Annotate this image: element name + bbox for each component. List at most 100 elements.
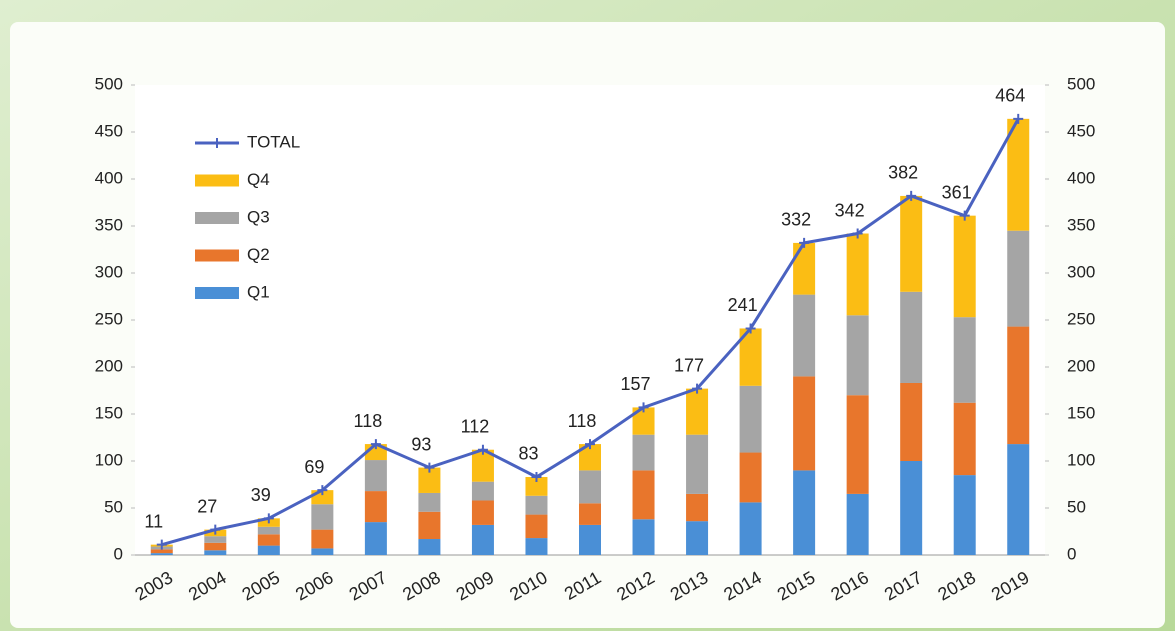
bar-segment <box>739 502 762 555</box>
legend-label: TOTAL <box>247 132 300 151</box>
line-marker <box>531 471 542 482</box>
legend-marker <box>212 138 222 148</box>
line-marker <box>477 444 488 455</box>
bar-segment <box>686 434 709 494</box>
y-tick-label: 400 <box>95 168 123 187</box>
bar-segment <box>900 382 923 461</box>
data-label: 157 <box>621 374 651 394</box>
bar-segment <box>846 395 869 494</box>
bar-segment <box>150 553 173 555</box>
bar-segment <box>579 503 601 525</box>
bar-segment <box>900 195 923 292</box>
bar-segment <box>311 548 334 555</box>
line-marker <box>692 383 703 394</box>
bar-segment <box>793 294 816 377</box>
bar-segment <box>418 492 441 512</box>
bar-segment <box>632 519 655 555</box>
bar-segment <box>204 550 227 555</box>
y2-tick-label: 400 <box>1067 168 1095 187</box>
line-marker <box>745 323 756 334</box>
bar-segment <box>793 470 816 555</box>
legend-swatch <box>195 174 239 187</box>
bar-segment <box>1007 326 1030 445</box>
y2-tick-label: 300 <box>1067 262 1095 281</box>
bar-segment <box>471 500 494 525</box>
bar-segment <box>686 388 709 435</box>
bar-segment <box>525 538 548 555</box>
bar-segment <box>739 385 762 453</box>
bar-segment <box>418 539 441 555</box>
bar-segment <box>900 461 923 555</box>
line-marker <box>156 539 167 550</box>
bar-segment <box>418 467 441 493</box>
y-tick-label: 150 <box>95 403 123 422</box>
line-marker <box>906 190 917 201</box>
bar-segment <box>471 449 494 482</box>
bar-segment <box>739 328 762 386</box>
bar-segment <box>846 233 869 316</box>
bar-segment <box>364 491 387 523</box>
bar-segment <box>900 291 923 383</box>
data-label: 69 <box>304 457 324 477</box>
y-tick-label: 250 <box>95 309 123 328</box>
bar-segment <box>953 215 976 318</box>
bar-segment <box>150 549 173 554</box>
y2-tick-label: 450 <box>1067 121 1095 140</box>
line-marker <box>424 462 435 473</box>
legend-swatch <box>195 287 239 299</box>
bar-segment <box>418 511 441 540</box>
bar-segment <box>953 475 976 555</box>
line-marker <box>959 210 970 221</box>
data-label: 93 <box>411 434 431 454</box>
bar-segment <box>1007 230 1030 327</box>
y-tick-label: 100 <box>95 450 123 469</box>
bar-segment <box>1007 444 1030 555</box>
bar-segment <box>364 460 387 492</box>
bar-segment <box>1007 118 1030 231</box>
line-marker <box>585 439 595 450</box>
line-marker <box>799 237 810 248</box>
data-label: 382 <box>888 163 918 183</box>
line-marker <box>370 439 381 450</box>
line-marker <box>317 485 328 496</box>
bar-segment <box>632 407 655 435</box>
y2-tick-label: 150 <box>1067 403 1095 422</box>
bar-segment <box>686 521 709 555</box>
legend-label: Q3 <box>247 207 270 226</box>
bar-segment <box>793 242 816 295</box>
bar-segment <box>204 542 227 551</box>
data-label: 112 <box>461 416 490 436</box>
bar-segment <box>579 524 601 555</box>
y2-tick-label: 350 <box>1067 215 1095 234</box>
line-marker <box>638 402 649 413</box>
data-label: 332 <box>781 210 811 230</box>
data-label: 342 <box>835 200 865 220</box>
bar-segment <box>257 526 280 535</box>
bar-segment <box>311 504 334 530</box>
data-label: 464 <box>995 86 1025 106</box>
bar-segment <box>579 444 601 471</box>
bar-segment <box>686 493 709 522</box>
bar-segment <box>471 481 494 501</box>
bar-segment <box>793 376 816 471</box>
data-label: 83 <box>518 444 538 464</box>
bar-segment <box>471 524 494 555</box>
y-tick-label: 0 <box>114 544 123 563</box>
line-marker <box>263 513 274 524</box>
bar-segment <box>525 476 548 496</box>
line-marker <box>1013 113 1024 124</box>
data-label: 118 <box>354 411 383 431</box>
data-label: 241 <box>728 295 758 315</box>
y-tick-label: 350 <box>95 215 123 234</box>
y2-tick-label: 250 <box>1067 309 1095 328</box>
y2-tick-label: 0 <box>1067 544 1076 563</box>
bar-segment <box>846 493 869 555</box>
bar-segment <box>632 470 655 520</box>
bar-segment <box>632 434 655 471</box>
bar-segment <box>204 536 227 543</box>
data-label: 11 <box>144 511 163 531</box>
legend-label: Q4 <box>247 170 270 189</box>
data-label: 118 <box>568 411 597 431</box>
bar-segment <box>525 495 548 515</box>
